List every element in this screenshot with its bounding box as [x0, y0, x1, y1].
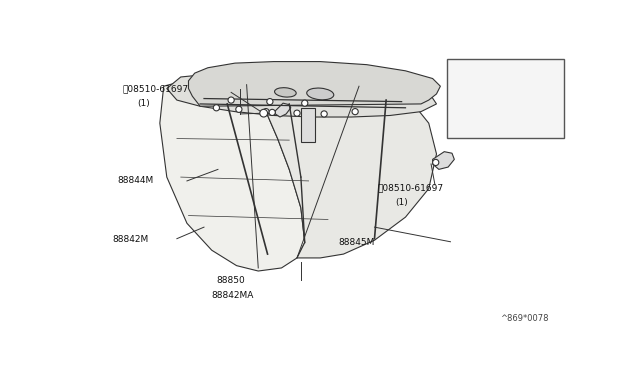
Text: 88844M: 88844M: [117, 176, 154, 185]
Bar: [301, 108, 315, 142]
Text: (1): (1): [137, 99, 150, 108]
Polygon shape: [477, 74, 506, 102]
Circle shape: [236, 106, 242, 112]
FancyBboxPatch shape: [447, 59, 564, 138]
Circle shape: [213, 105, 220, 111]
Circle shape: [433, 159, 439, 166]
Circle shape: [269, 109, 275, 115]
Circle shape: [263, 109, 269, 115]
Text: Ⓝ08510-61697: Ⓝ08510-61697: [122, 84, 188, 93]
Text: 88850: 88850: [216, 276, 245, 285]
Circle shape: [267, 99, 273, 105]
Circle shape: [228, 97, 234, 103]
Polygon shape: [275, 103, 291, 117]
Text: FOR CANADA: FOR CANADA: [470, 70, 541, 80]
Text: 88899: 88899: [518, 92, 549, 102]
Circle shape: [486, 102, 495, 112]
Text: 88845M: 88845M: [338, 238, 374, 247]
Polygon shape: [433, 152, 454, 169]
Circle shape: [301, 100, 308, 106]
Text: Ⓝ08510-61697: Ⓝ08510-61697: [378, 183, 444, 192]
Circle shape: [352, 109, 358, 115]
Text: ^869*0078: ^869*0078: [500, 314, 548, 323]
Polygon shape: [160, 76, 305, 271]
Circle shape: [260, 109, 268, 117]
Polygon shape: [167, 73, 436, 117]
Ellipse shape: [307, 88, 334, 100]
Circle shape: [321, 111, 327, 117]
Text: 88842M: 88842M: [112, 235, 148, 244]
Circle shape: [294, 110, 300, 116]
Text: (1): (1): [395, 198, 408, 207]
Ellipse shape: [275, 88, 296, 97]
Polygon shape: [189, 62, 440, 106]
Text: 88842MA: 88842MA: [211, 291, 254, 300]
Polygon shape: [254, 86, 436, 258]
